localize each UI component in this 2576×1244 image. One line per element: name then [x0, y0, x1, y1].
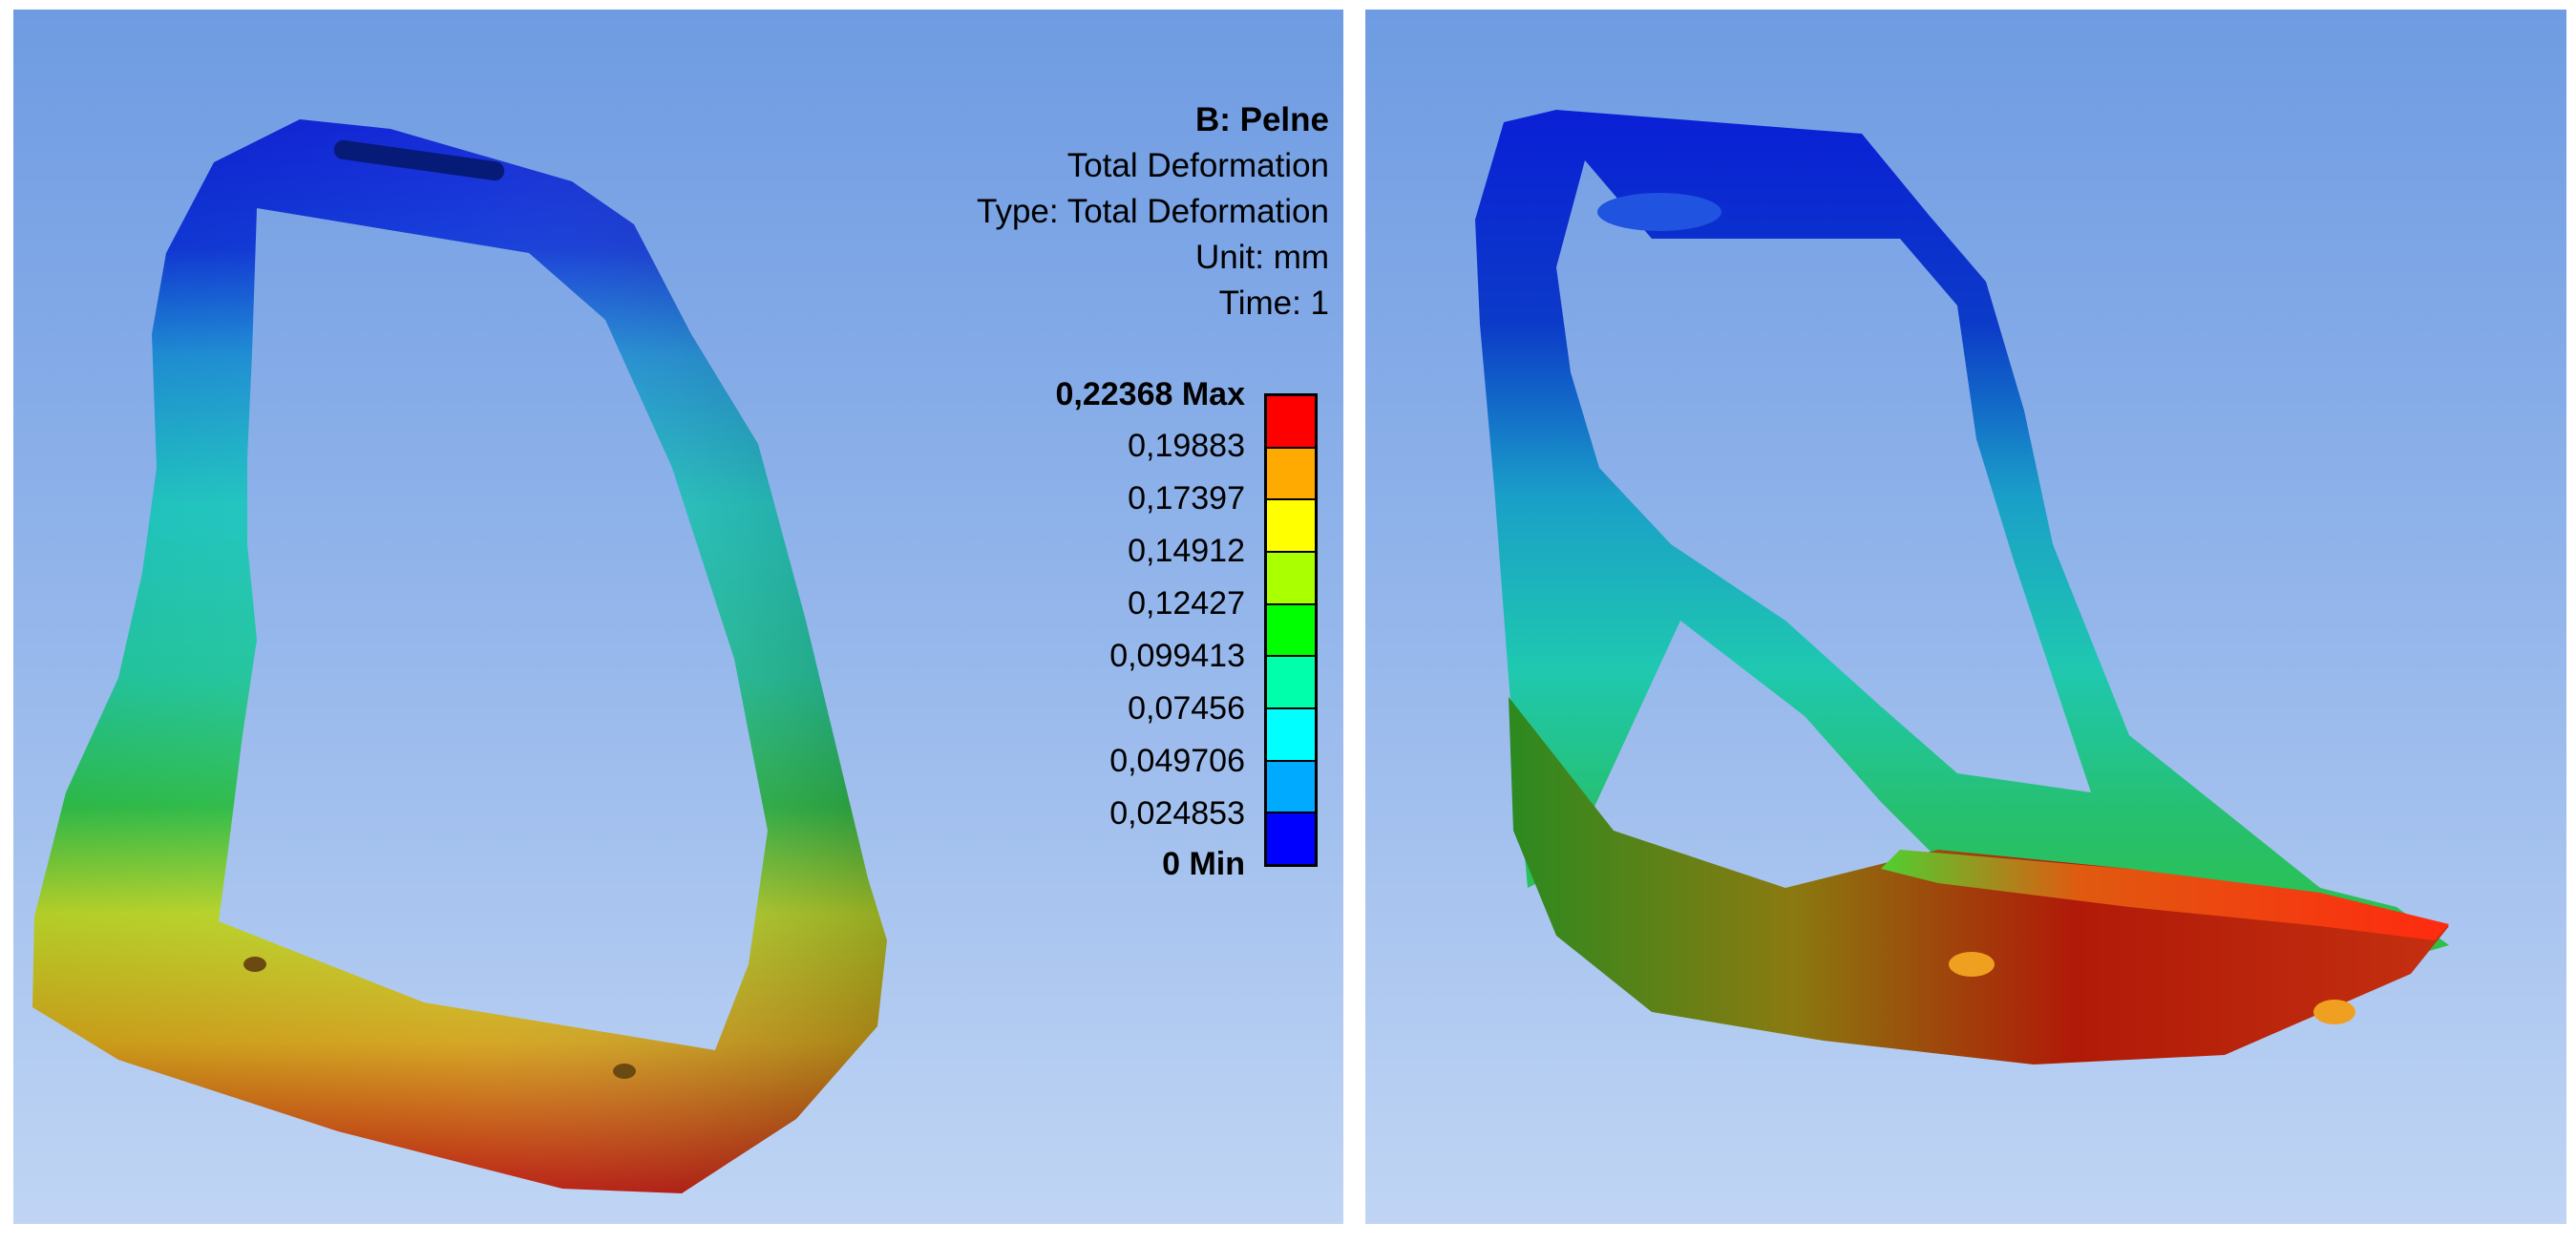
scale-band	[1267, 604, 1315, 658]
tick-label: 0,049706	[1109, 743, 1245, 779]
tick-label: 0,07456	[1128, 690, 1245, 727]
scale-band	[1267, 396, 1315, 449]
stirrup-angled-model[interactable]	[1365, 10, 2566, 1224]
viewport-left[interactable]: B: Pelne Total Deformation Type: Total D…	[13, 10, 1343, 1224]
scale-band	[1267, 448, 1315, 501]
legend-unit: Unit: mm	[1195, 239, 1329, 276]
tick-label: 0,024853	[1109, 795, 1245, 832]
bolt-hole	[2313, 1000, 2355, 1024]
stirrup-angled-frame	[1475, 110, 2449, 969]
scale-band	[1267, 761, 1315, 814]
legend-title: B: Pelne	[1194, 101, 1329, 138]
color-scale	[1264, 393, 1318, 867]
scale-band	[1267, 709, 1315, 762]
scale-band	[1267, 813, 1315, 865]
tick-label: 0,099413	[1109, 638, 1245, 674]
tick-min: 0 Min	[1162, 846, 1245, 882]
deformation-legend: B: Pelne Total Deformation Type: Total D…	[928, 10, 1329, 1224]
tick-label: 0,17397	[1128, 480, 1245, 517]
legend-time: Time: 1	[1218, 285, 1329, 322]
tick-label: 0,19883	[1128, 428, 1245, 464]
viewport-right[interactable]	[1365, 10, 2566, 1224]
legend-result: Total Deformation	[1066, 147, 1329, 184]
bolt-hole	[1949, 952, 1995, 977]
tick-label: 0,14912	[1128, 533, 1245, 569]
tick-max: 0,22368 Max	[1055, 376, 1246, 412]
tick-label: 0,12427	[1128, 585, 1245, 622]
scale-band	[1267, 657, 1315, 710]
stirrup-angled-rim	[1881, 850, 2449, 940]
legend-type: Type: Total Deformation	[977, 193, 1329, 230]
bolt-hole	[243, 957, 266, 972]
bolt-hole	[613, 1064, 636, 1079]
scale-band	[1267, 500, 1315, 554]
top-slot	[333, 139, 505, 181]
stirrup-front-model[interactable]	[13, 10, 1343, 1224]
scale-band	[1267, 553, 1315, 605]
viewport-divider[interactable]	[1348, 0, 1356, 1244]
top-slot	[1597, 193, 1721, 231]
